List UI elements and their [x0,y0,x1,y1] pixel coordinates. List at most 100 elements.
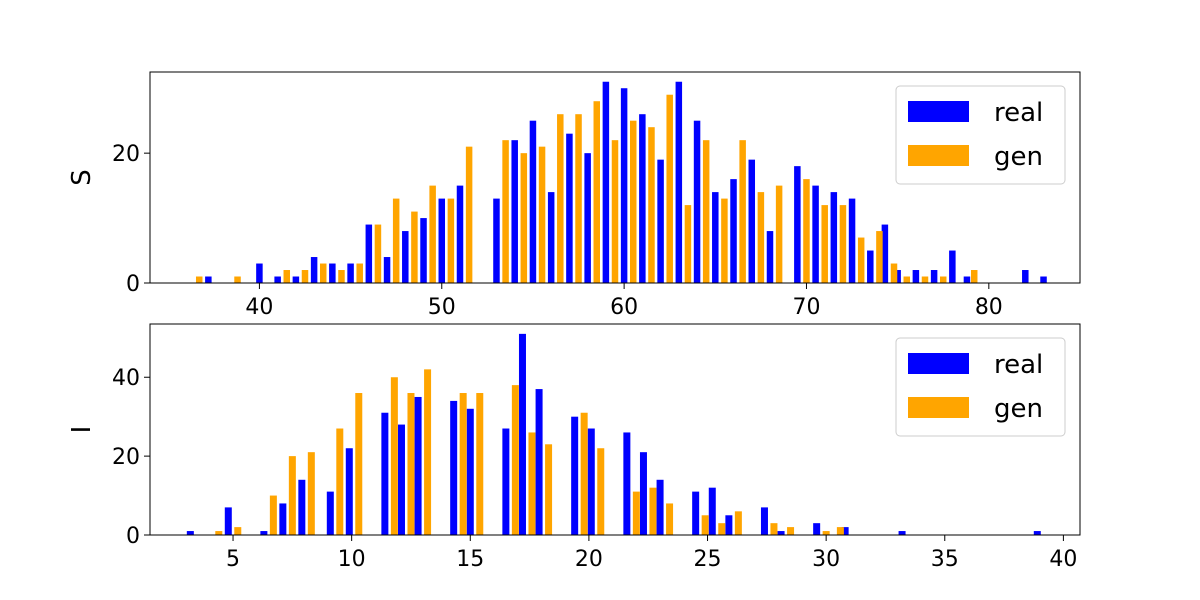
bar-gen [684,205,692,283]
x-tick-label: 20 [575,547,603,572]
bar-real [502,428,510,535]
bar-gen [580,412,588,535]
bar-gen [821,205,828,283]
bar-real [326,491,334,535]
bar-real [466,408,474,535]
bar-gen [721,198,728,283]
bar-gen [839,205,847,283]
x-tick-label: 50 [428,295,456,320]
bar-real [347,263,354,283]
bar-real [949,250,956,283]
bar-real [279,503,287,535]
bar-real [566,133,573,283]
bar-real [620,88,628,283]
bar-real [848,198,856,283]
bar-gen [575,114,582,283]
bar-gen [739,140,746,283]
bar-gen [269,495,277,535]
bar-real [712,192,719,283]
bar-gen [307,452,315,535]
y-tick-label: 0 [126,272,140,297]
bar-real [841,527,849,535]
bar-gen [502,140,509,283]
bar-real [571,416,579,535]
legend-label-gen: gen [994,142,1043,172]
bar-gen [770,523,778,535]
bar-gen [757,192,765,283]
bar-real [456,185,464,283]
bar-real [894,270,901,283]
bar-real [274,276,281,283]
bar-real [256,263,263,283]
bar-gen [857,237,865,283]
bar-real [730,179,737,283]
bar-real [420,218,427,283]
y-tick-label: 0 [126,524,140,549]
bar-real [898,531,906,535]
legend-label-gen: gen [994,394,1043,424]
subplot-i: 5 10 15 20 25 30 35 40 0 20 40 I real gen [67,323,1081,572]
bar-gen [939,276,947,283]
bar-real [656,479,664,535]
bars-group [186,333,1041,535]
bar-real [511,140,518,283]
x-tick-label: 15 [456,547,484,572]
bar-gen [593,101,601,283]
bar-real [298,479,306,535]
bar-gen [632,491,640,535]
y-ticks: 0 20 40 [112,366,150,549]
bar-gen [301,270,309,283]
x-ticks: 5 10 15 20 25 30 35 40 [226,535,1077,572]
bar-real [365,224,373,283]
bar-gen [702,140,710,283]
x-tick-label: 80 [975,295,1003,320]
bar-real [692,491,700,535]
bar-real [529,120,537,283]
bar-gen [970,270,978,283]
bar-gen [876,231,883,283]
x-tick-label: 40 [1049,547,1077,572]
bar-real [748,159,756,283]
bar-real [587,428,595,535]
bar-gen [701,515,709,535]
x-tick-label: 25 [694,547,722,572]
bar-gen [288,456,296,535]
bar-real [708,487,716,535]
y-tick-label: 40 [112,366,140,391]
bar-gen [424,369,432,535]
bar-gen [407,393,415,535]
bar-gen [666,94,673,283]
bar-gen [718,523,726,535]
x-tick-label: 10 [338,547,366,572]
bar-gen [520,153,528,283]
bar-gen [734,511,742,535]
bar-real [881,224,889,283]
bar-gen [429,185,436,283]
bar-gen [666,503,674,535]
bar-real [1033,531,1041,535]
bar-real [402,231,409,283]
axes-frame [149,71,1081,284]
bar-gen [234,276,241,283]
bar-real [639,114,646,283]
bar-gen [356,263,363,283]
bar-real [693,120,701,283]
bar-real [518,333,526,535]
bar-gen [215,531,223,535]
bar-gen [319,263,327,283]
bar-gen [511,385,519,535]
bar-real [657,159,664,283]
bar-real [777,531,785,535]
legend-label-real: real [994,98,1043,128]
bar-gen [336,428,344,535]
bar-gen [649,487,657,535]
bar-gen [822,531,830,535]
bar-real [813,523,821,535]
bar-real [623,432,631,535]
bar-real [383,257,391,283]
bar-gen [234,527,242,535]
bar-gen [392,198,400,283]
bar-real [535,389,543,535]
bar-gen [338,270,345,283]
